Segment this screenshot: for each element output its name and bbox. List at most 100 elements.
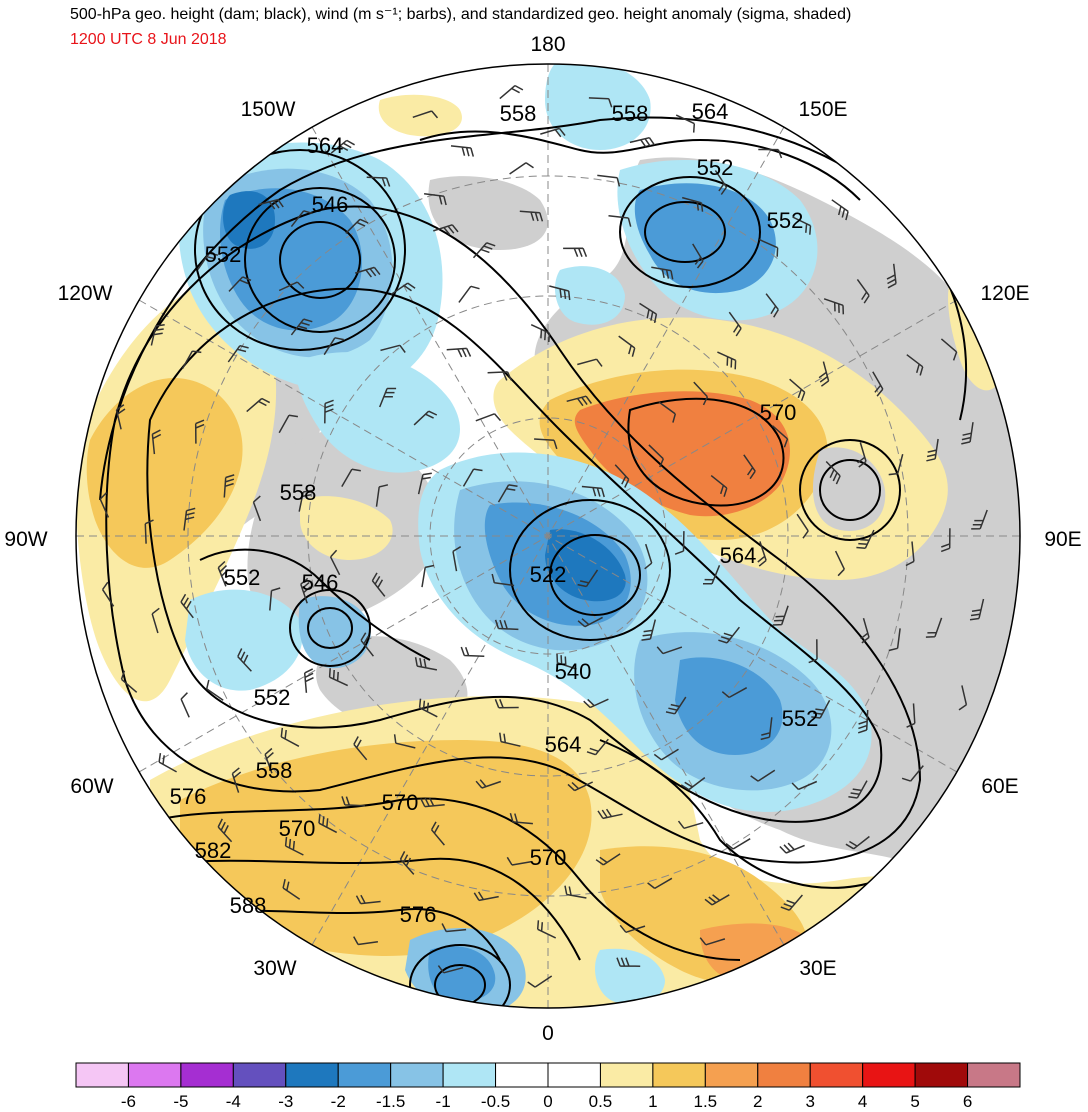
contour-label: 558 <box>500 101 537 126</box>
lon-label-30w: 30W <box>253 957 296 980</box>
wind-barb <box>324 399 334 424</box>
wind-barb <box>834 550 845 577</box>
wind-barb <box>648 444 664 468</box>
wind-barb <box>473 891 499 902</box>
wind-barb <box>857 709 869 734</box>
wind-barb <box>284 836 304 856</box>
wind-barb <box>872 371 884 397</box>
wind-barb <box>567 781 594 792</box>
lon-label-120e: 120E <box>980 282 1029 305</box>
wind-barb <box>390 282 416 296</box>
wind-barb <box>680 777 706 791</box>
wind-barb <box>194 419 205 444</box>
contour-label: 552 <box>205 242 242 267</box>
wind-barb <box>446 347 472 358</box>
wind-barb <box>757 541 767 567</box>
wind-barb <box>318 814 338 834</box>
wind-barb <box>120 670 138 693</box>
lon-label-30e: 30E <box>799 957 836 980</box>
wind-barb <box>462 468 483 487</box>
colorbar-swatch <box>914 1062 969 1088</box>
wind-barb <box>808 639 818 664</box>
wind-barb <box>278 414 299 434</box>
wind-barb <box>549 285 571 301</box>
wind-barb <box>499 84 524 100</box>
colorbar-tick-label: -3 <box>278 1092 293 1111</box>
wind-barb <box>115 404 126 430</box>
wind-barb <box>704 894 730 906</box>
colorbar-swatch <box>809 1062 864 1088</box>
wind-barb <box>743 454 756 480</box>
contour-label: 570 <box>279 816 316 841</box>
colorbar-tick-label: 3 <box>805 1092 814 1111</box>
colorbar-swatch <box>442 1062 497 1088</box>
contour-label: 552 <box>767 208 804 233</box>
wind-barb <box>509 162 534 175</box>
wind-barb <box>906 703 916 728</box>
contour-label: 540 <box>555 659 592 684</box>
wind-barb <box>901 765 924 782</box>
wind-barb <box>792 216 812 235</box>
contour-label: 576 <box>400 902 437 927</box>
wind-barb <box>151 429 162 455</box>
wind-barb <box>101 581 115 607</box>
wind-barb <box>714 170 728 195</box>
wind-barb <box>353 736 368 761</box>
wind-barb <box>616 957 641 967</box>
contour-label: 522 <box>530 562 567 587</box>
wind-barb <box>353 936 379 946</box>
wind-barb <box>699 937 726 946</box>
wind-barb <box>765 293 779 318</box>
wind-barb <box>725 838 751 850</box>
wind-barb <box>475 413 502 422</box>
wind-barb <box>413 410 438 426</box>
wind-barb <box>629 136 656 148</box>
wind-barb <box>355 894 381 905</box>
wind-barb <box>758 238 779 257</box>
contour-label: 558 <box>256 758 293 783</box>
wind-barb <box>614 464 630 488</box>
contour-label: 552 <box>697 155 734 180</box>
wind-barb <box>969 598 985 621</box>
colorbar-tick-label: 0 <box>543 1092 552 1111</box>
wind-barb <box>618 335 636 357</box>
wind-barb <box>586 738 609 756</box>
wind-barb <box>205 679 224 701</box>
wind-barb <box>231 767 242 793</box>
wind-barb <box>845 835 870 850</box>
contour-label: 588 <box>230 893 267 918</box>
wind-barb <box>779 842 805 854</box>
colorbar-swatch <box>967 1062 1021 1088</box>
wind-barb <box>328 668 349 687</box>
wind-barb <box>341 468 361 487</box>
wind-barb <box>252 495 262 522</box>
wind-barb <box>300 577 311 604</box>
wind-barb <box>420 797 445 808</box>
wind-barb <box>577 616 603 628</box>
wind-barb <box>856 278 870 304</box>
colorbar-swatch <box>337 1062 392 1088</box>
wind-barb <box>330 139 355 154</box>
wind-barb <box>354 266 381 278</box>
wind-barb <box>556 653 577 670</box>
wind-barb <box>460 646 485 657</box>
colorbar-tick-label: 1.5 <box>694 1092 718 1111</box>
colorbar-tick-label: 1 <box>648 1092 657 1111</box>
wind-barb <box>958 685 968 711</box>
wind-barb <box>644 543 653 570</box>
wind-barb <box>228 276 252 292</box>
wind-barb <box>158 752 177 773</box>
wind-barb <box>223 474 235 498</box>
wind-barb <box>721 687 748 699</box>
wind-barb <box>494 699 519 709</box>
wind-barb <box>379 387 397 408</box>
wind-barb <box>487 371 512 381</box>
wind-barb <box>772 605 789 626</box>
wind-barb <box>303 668 314 693</box>
wind-barb <box>290 210 313 228</box>
wind-barb <box>653 748 679 761</box>
wind-barb <box>264 747 274 774</box>
wind-barb <box>417 472 432 495</box>
colorbar-swatch <box>599 1062 654 1088</box>
